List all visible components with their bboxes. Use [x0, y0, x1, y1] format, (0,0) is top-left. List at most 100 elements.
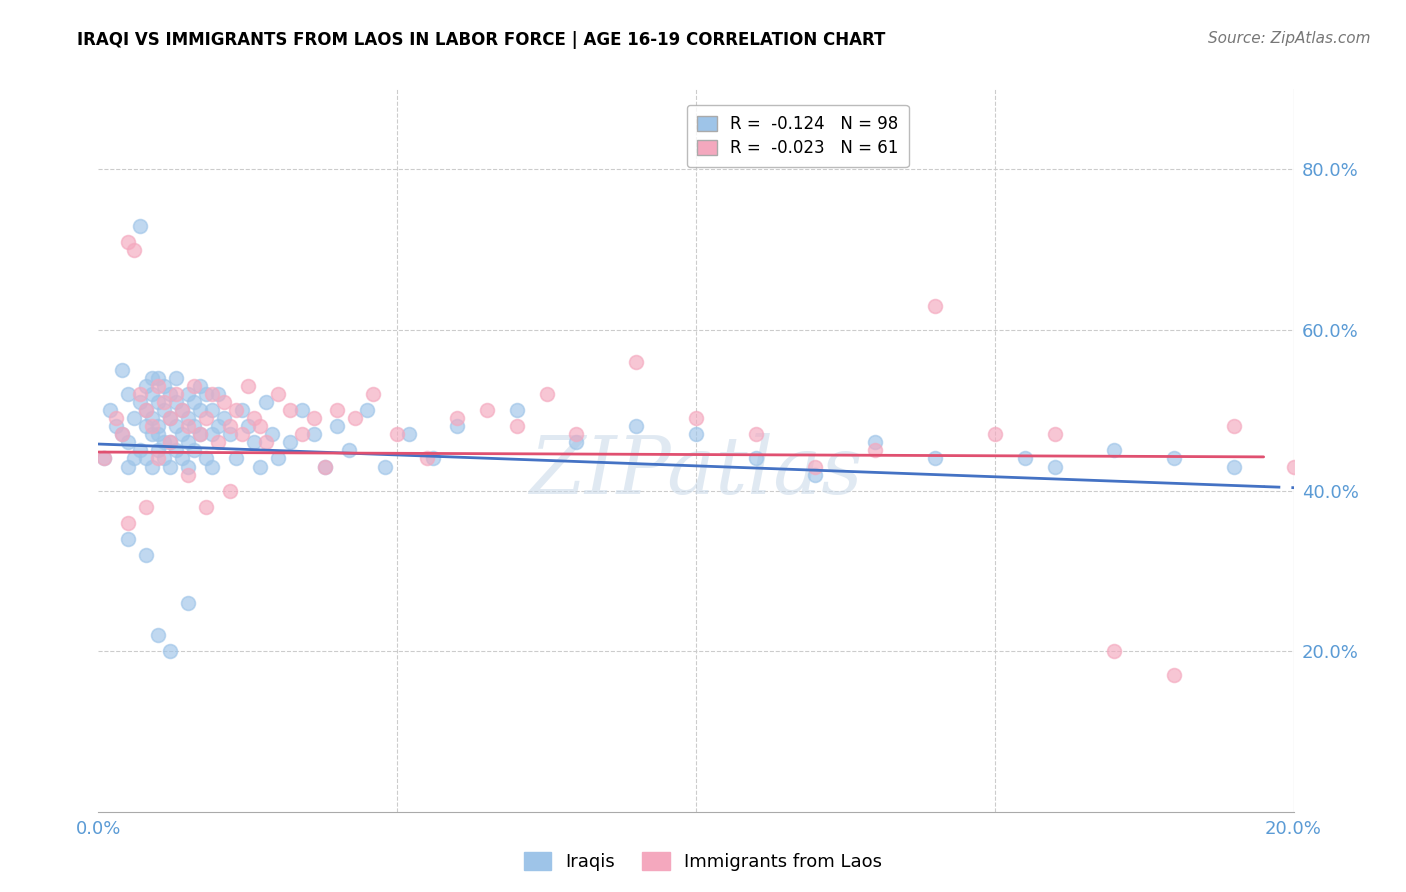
- Point: [148, 427, 170, 442]
- Point: [207, 435, 229, 450]
- Point: [236, 379, 259, 393]
- Point: [159, 435, 181, 450]
- Point: [141, 371, 163, 385]
- Point: [153, 451, 176, 466]
- Point: [159, 459, 181, 474]
- Point: [141, 387, 163, 401]
- Point: [236, 419, 259, 434]
- Point: [865, 435, 887, 450]
- Point: [344, 411, 367, 425]
- Point: [1014, 451, 1036, 466]
- Point: [422, 451, 444, 466]
- Point: [291, 403, 314, 417]
- Point: [117, 459, 139, 474]
- Point: [302, 427, 325, 442]
- Point: [172, 427, 194, 442]
- Point: [188, 427, 211, 442]
- Point: [1223, 459, 1246, 474]
- Point: [111, 427, 134, 442]
- Point: [254, 395, 277, 409]
- Point: [219, 419, 242, 434]
- Point: [172, 403, 194, 417]
- Point: [1223, 419, 1246, 434]
- Point: [201, 403, 224, 417]
- Point: [243, 411, 266, 425]
- Point: [1043, 459, 1066, 474]
- Point: [129, 395, 152, 409]
- Point: [165, 443, 187, 458]
- Point: [159, 644, 181, 658]
- Point: [93, 451, 115, 466]
- Point: [212, 411, 235, 425]
- Point: [506, 403, 529, 417]
- Point: [111, 363, 134, 377]
- Point: [225, 403, 247, 417]
- Point: [326, 419, 349, 434]
- Point: [475, 403, 498, 417]
- Point: [135, 548, 157, 562]
- Point: [117, 435, 139, 450]
- Point: [207, 387, 229, 401]
- Point: [201, 459, 224, 474]
- Point: [243, 435, 266, 450]
- Legend: Iraqis, Immigrants from Laos: Iraqis, Immigrants from Laos: [517, 846, 889, 879]
- Point: [363, 387, 385, 401]
- Point: [626, 355, 648, 369]
- Point: [195, 500, 218, 514]
- Point: [148, 371, 170, 385]
- Legend: R =  -0.124   N = 98, R =  -0.023   N = 61: R = -0.124 N = 98, R = -0.023 N = 61: [688, 104, 908, 168]
- Point: [183, 395, 205, 409]
- Point: [172, 403, 194, 417]
- Point: [177, 411, 200, 425]
- Point: [249, 459, 271, 474]
- Point: [339, 443, 361, 458]
- Point: [159, 411, 181, 425]
- Point: [177, 435, 200, 450]
- Point: [148, 628, 170, 642]
- Point: [385, 427, 409, 442]
- Point: [219, 483, 242, 498]
- Point: [745, 427, 768, 442]
- Point: [446, 411, 468, 425]
- Point: [984, 427, 1007, 442]
- Point: [315, 459, 337, 474]
- Point: [148, 395, 170, 409]
- Point: [177, 459, 200, 474]
- Point: [565, 427, 588, 442]
- Point: [416, 451, 439, 466]
- Point: [153, 435, 176, 450]
- Point: [117, 387, 139, 401]
- Point: [225, 451, 247, 466]
- Point: [148, 379, 170, 393]
- Point: [165, 387, 187, 401]
- Point: [135, 403, 157, 417]
- Point: [124, 411, 146, 425]
- Point: [195, 411, 218, 425]
- Point: [374, 459, 396, 474]
- Point: [356, 403, 378, 417]
- Point: [159, 435, 181, 450]
- Point: [326, 403, 349, 417]
- Point: [804, 459, 827, 474]
- Point: [267, 387, 290, 401]
- Point: [565, 435, 588, 450]
- Point: [159, 387, 181, 401]
- Point: [1104, 443, 1126, 458]
- Text: Source: ZipAtlas.com: Source: ZipAtlas.com: [1208, 31, 1371, 46]
- Point: [188, 379, 211, 393]
- Point: [117, 532, 139, 546]
- Point: [165, 371, 187, 385]
- Point: [111, 427, 134, 442]
- Point: [172, 451, 194, 466]
- Point: [129, 387, 152, 401]
- Point: [446, 419, 468, 434]
- Point: [212, 395, 235, 409]
- Point: [135, 500, 157, 514]
- Point: [183, 379, 205, 393]
- Point: [135, 419, 157, 434]
- Point: [924, 451, 946, 466]
- Point: [254, 435, 277, 450]
- Point: [165, 419, 187, 434]
- Point: [745, 451, 768, 466]
- Point: [135, 379, 157, 393]
